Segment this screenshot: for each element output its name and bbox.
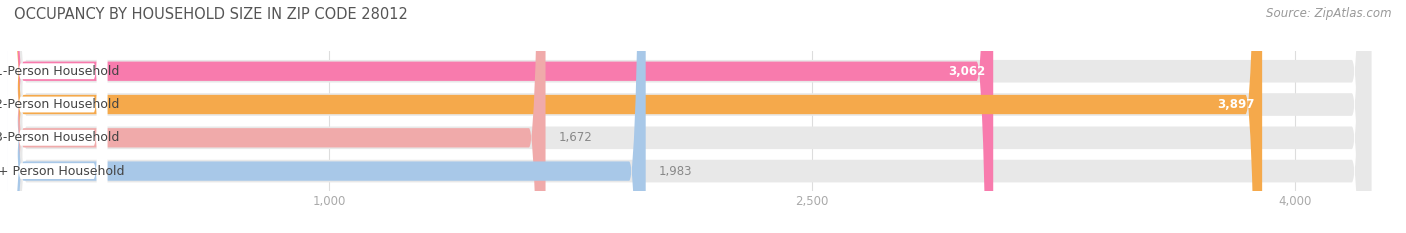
FancyBboxPatch shape [7, 0, 1371, 233]
FancyBboxPatch shape [7, 0, 1371, 233]
Text: 2-Person Household: 2-Person Household [0, 98, 120, 111]
FancyBboxPatch shape [7, 0, 993, 233]
FancyBboxPatch shape [7, 0, 1371, 233]
FancyBboxPatch shape [7, 0, 107, 233]
Text: 3,897: 3,897 [1216, 98, 1254, 111]
FancyBboxPatch shape [7, 0, 645, 233]
FancyBboxPatch shape [7, 0, 1371, 233]
Text: 1,672: 1,672 [558, 131, 592, 144]
FancyBboxPatch shape [7, 0, 107, 233]
FancyBboxPatch shape [7, 0, 107, 233]
Text: 1-Person Household: 1-Person Household [0, 65, 120, 78]
FancyBboxPatch shape [7, 0, 546, 233]
Text: Source: ZipAtlas.com: Source: ZipAtlas.com [1267, 7, 1392, 20]
Text: 4+ Person Household: 4+ Person Household [0, 164, 125, 178]
Text: 3,062: 3,062 [948, 65, 986, 78]
FancyBboxPatch shape [7, 0, 107, 233]
Text: 3-Person Household: 3-Person Household [0, 131, 120, 144]
Text: 1,983: 1,983 [658, 164, 692, 178]
FancyBboxPatch shape [7, 0, 1263, 233]
Text: OCCUPANCY BY HOUSEHOLD SIZE IN ZIP CODE 28012: OCCUPANCY BY HOUSEHOLD SIZE IN ZIP CODE … [14, 7, 408, 22]
